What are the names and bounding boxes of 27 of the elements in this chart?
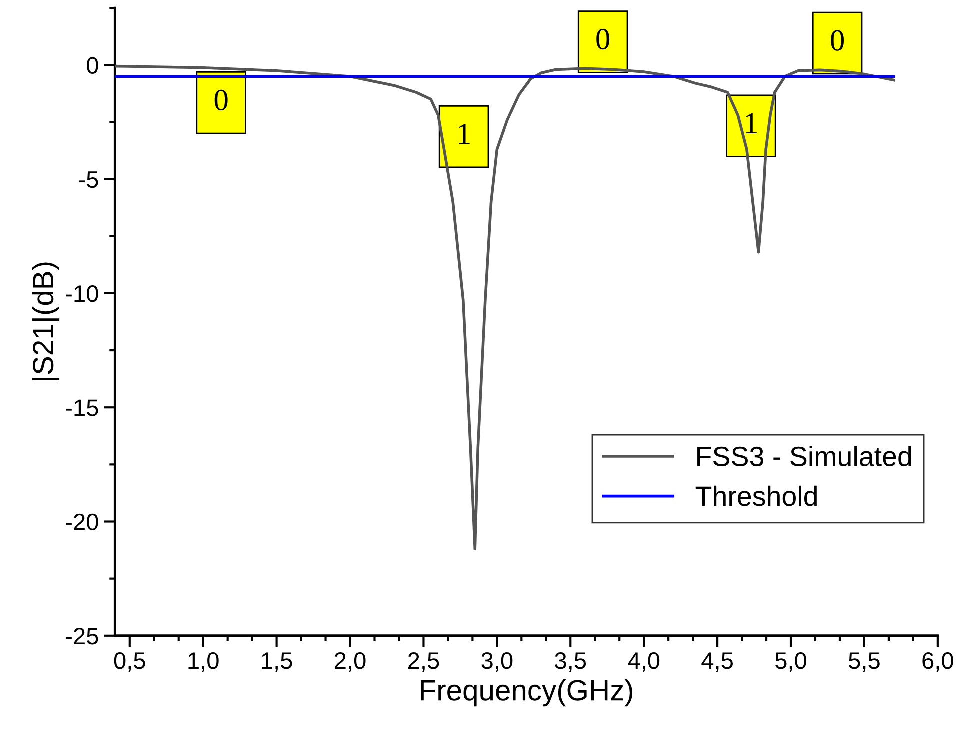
x-tick-label: 4,5: [702, 652, 733, 672]
annotation: 0: [214, 90, 228, 111]
annotation: 0: [596, 29, 610, 50]
annotation: 0: [831, 30, 844, 51]
x-tick-label: 5,0: [776, 652, 806, 672]
annotation: 1: [746, 113, 757, 134]
y-tick-label: 0: [87, 57, 98, 74]
legend-label: FSS3 - Simulated: [698, 446, 912, 467]
y-tick-label: -5: [79, 172, 98, 188]
y-tick-label: -10: [66, 286, 98, 302]
x-tick-label: 3,0: [482, 652, 513, 672]
x-tick-label: 2,5: [408, 652, 440, 672]
x-tick-label: 1,0: [188, 652, 219, 672]
x-tick-label: 1,5: [262, 652, 292, 672]
annotation: 1: [459, 124, 470, 144]
x-tick-label: 6,0: [922, 652, 954, 672]
x-tick-label: 0,5: [114, 652, 146, 672]
y-tick-label: -25: [66, 628, 98, 645]
y-axis-title: |S21|(dB): [32, 262, 60, 380]
x-tick-label: 2,0: [335, 652, 366, 672]
legend-label: Threshold: [696, 486, 817, 506]
x-axis-title: Frequency(GHz): [421, 679, 633, 707]
y-tick-label: -15: [66, 400, 98, 416]
y-tick-label: -20: [66, 514, 98, 531]
x-tick-label: 5,5: [849, 652, 880, 672]
x-tick-label: 4,0: [628, 652, 660, 672]
x-tick-label: 3,5: [555, 652, 586, 672]
